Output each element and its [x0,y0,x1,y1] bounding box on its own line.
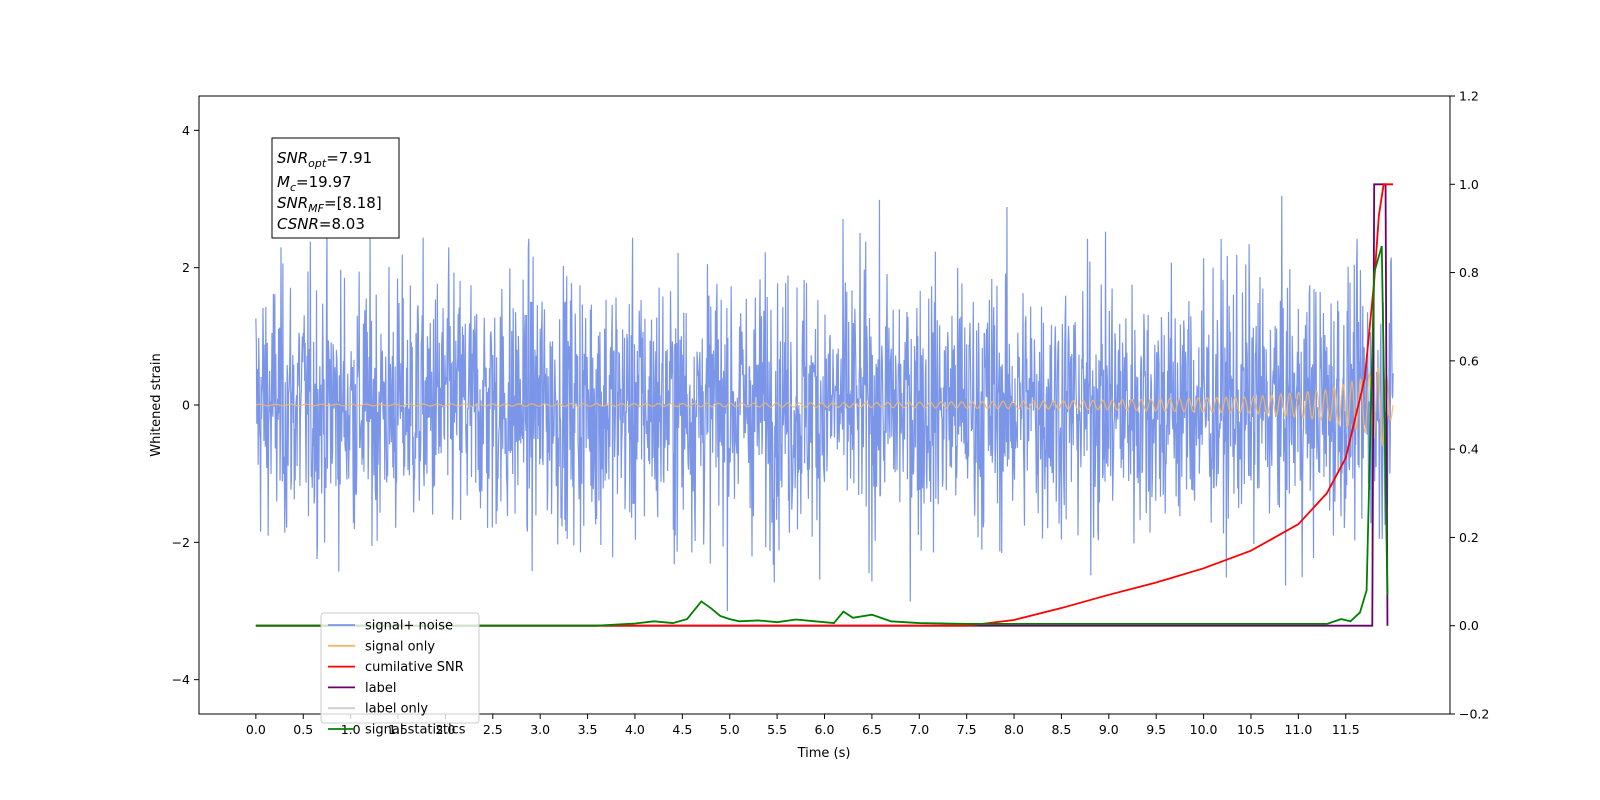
series-line-signal-only [255,367,1394,448]
x-tick-label: 3.0 [530,722,550,737]
svg-text:SNRMF=[8.18]: SNRMF=[8.18] [277,194,382,215]
csnr-value: =8.03 [319,215,365,233]
series-line-signal-noise [255,195,1394,612]
csnr-base: CSNR [277,215,319,233]
x-tick-label: 6.0 [815,722,835,737]
svg-text:Mc=19.97: Mc=19.97 [277,173,352,194]
x-tick-label: 0.0 [246,722,266,737]
y-axis-right: 1.2 1.0 0.8 0.6 0.4 0.2 0.0 −0.2 [1450,89,1489,722]
x-tick-label: 9.5 [1146,722,1166,737]
legend: signal+ noise signal only cumilative SNR la… [320,612,480,738]
y2-tick-label: 0.4 [1459,442,1479,457]
y-tick-label: 2 [182,260,190,275]
x-tick-label: 10.5 [1237,722,1265,737]
mc-sub: c [290,181,296,194]
y-axis-left: 4 2 0 −2 −4 [172,123,199,687]
y2-tick-label: 1.0 [1459,177,1479,192]
annotation-box: SNRopt=7.91 Mc=19.97 SNRMF=[8.18] CSNR=8… [271,137,400,239]
x-tick-label: 9.0 [1099,722,1119,737]
x-tick-label: 8.5 [1051,722,1071,737]
x-tick-label: 3.5 [578,722,598,737]
legend-label-signal-statistics: signal statistics [365,723,466,738]
snr-mf-sub: MF [308,202,324,215]
svg-text:CSNR=8.03: CSNR=8.03 [277,215,365,233]
x-tick-label: 11.5 [1332,722,1360,737]
x-tick-label: 6.5 [862,722,882,737]
snr-mf-value: =[8.18] [324,194,382,212]
x-tick-label: 0.5 [293,722,313,737]
x-tick-label: 2.5 [483,722,503,737]
x-tick-label: 1.5 [388,722,408,737]
series-line-cumulative-snr [255,183,1394,627]
y2-tick-label: 0.2 [1459,530,1479,545]
x-tick-label: 8.0 [1004,722,1024,737]
y2-tick-label: 0.6 [1459,353,1479,368]
snr-opt-sub: opt [308,157,327,170]
y2-tick-label: 1.2 [1459,89,1479,104]
x-axis-label: Time (s) [797,746,851,761]
x-tick-label: 4.0 [625,722,645,737]
snr-opt-value: =7.91 [326,149,372,167]
series-line-label [255,183,1389,627]
legend-label-label: label [365,681,396,696]
x-tick-label: 5.0 [720,722,740,737]
x-tick-label: 7.5 [957,722,977,737]
y-tick-label: −2 [172,535,190,550]
svg-text:SNRopt=7.91: SNRopt=7.91 [277,149,372,170]
plot-area [255,183,1394,627]
y2-tick-label: −0.2 [1459,707,1489,722]
x-tick-label: 4.5 [672,722,692,737]
snr-opt-base: SNR [277,149,308,167]
y2-tick-label: 0.8 [1459,265,1479,280]
y-tick-label: 0 [182,398,190,413]
x-tick-label: 5.5 [767,722,787,737]
y2-tick-label: 0.0 [1459,618,1479,633]
legend-label-signal-only: signal only [365,639,435,654]
mc-value: =19.97 [296,173,352,191]
snr-mf-base: SNR [277,194,308,212]
mc-base: M [277,173,290,191]
legend-label-cumilative-snr: cumilative SNR [365,660,464,675]
x-axis: 0.0 0.5 1.0 1.5 2.0 2.5 3.0 3.5 4.0 4.5 5.0 5.5 6.0 6… [246,714,1360,737]
y-tick-label: 4 [182,123,190,138]
x-tick-label: 2.0 [435,722,455,737]
y-axis-label: Whitened strain [149,353,164,456]
x-tick-label: 7.0 [909,722,929,737]
y-tick-label: −4 [172,672,190,687]
x-tick-label: 11.0 [1284,722,1312,737]
legend-label-label-only: label only [365,702,428,717]
legend-label-signal-noise: signal+ noise [365,619,453,634]
series-line-signal-statistics [255,245,1389,627]
x-tick-label: 10.0 [1190,722,1218,737]
